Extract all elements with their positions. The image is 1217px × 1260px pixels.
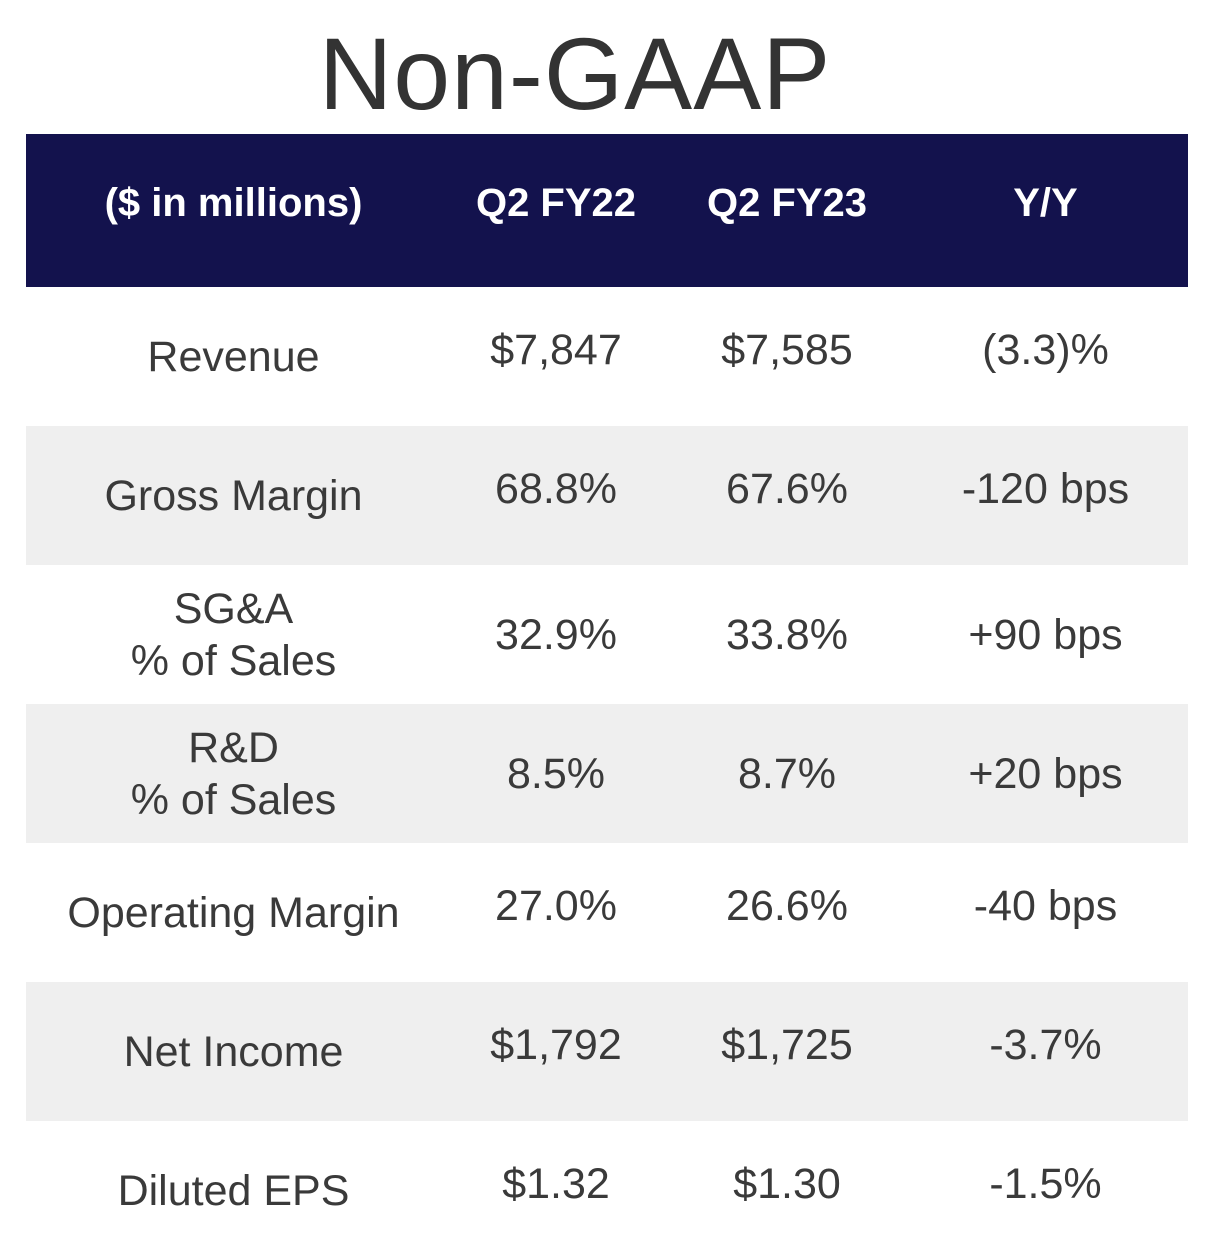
value-yy: -120 bps (961, 464, 1130, 513)
value-q2-fy22: 27.0% (495, 881, 617, 930)
row-label-text: R&D (188, 723, 279, 772)
row-label-text: SG&A (173, 584, 294, 633)
table-row: SG&A % of Sales 32.9% 33.8% +90 bps (26, 565, 1188, 704)
value-q2-fy23: $1.30 (733, 1159, 841, 1208)
page-title: Non-GAAP (318, 17, 832, 131)
value-q2-fy23: 26.6% (726, 881, 848, 930)
row-label-text: Revenue (147, 332, 320, 381)
table-row: Revenue $7,847 $7,585 (3.3)% (26, 287, 1188, 426)
value-q2-fy22: 68.8% (495, 464, 617, 513)
row-label-subtext: % of Sales (130, 775, 337, 824)
value-yy: +20 bps (968, 749, 1123, 798)
header-units: ($ in millions) (104, 181, 363, 225)
value-q2-fy22: $1,792 (490, 1020, 622, 1069)
row-label-text: Diluted EPS (117, 1166, 350, 1215)
value-yy: +90 bps (968, 610, 1123, 659)
value-q2-fy23: 8.7% (737, 749, 836, 798)
value-q2-fy23: $1,725 (721, 1020, 853, 1069)
value-yy: (3.3)% (982, 325, 1109, 374)
value-q2-fy23: 67.6% (726, 464, 848, 513)
value-yy: -3.7% (989, 1020, 1102, 1069)
table-header: ($ in millions) Q2 FY22 Q2 FY23 Y/Y (26, 134, 1188, 287)
value-yy: -40 bps (973, 881, 1118, 930)
value-yy: -1.5% (989, 1159, 1102, 1208)
table-row: Gross Margin 68.8% 67.6% -120 bps (26, 426, 1188, 565)
row-label-text: Net Income (123, 1027, 344, 1076)
row-label-text: Gross Margin (104, 471, 363, 520)
row-label: Operating Margin (26, 843, 441, 982)
table-row: Operating Margin 27.0% 26.6% -40 bps (26, 843, 1188, 982)
row-label: Gross Margin (26, 426, 441, 565)
row-label: SG&A % of Sales (26, 565, 441, 704)
row-label: R&D % of Sales (26, 704, 441, 843)
table-row: R&D % of Sales 8.5% 8.7% +20 bps (26, 704, 1188, 843)
header-yy: Y/Y (1013, 181, 1078, 225)
value-q2-fy22: $7,847 (490, 325, 622, 374)
non-gaap-table: ($ in millions) Q2 FY22 Q2 FY23 Y/Y Reve… (26, 134, 1188, 1260)
row-label: Revenue (26, 287, 441, 426)
row-label: Net Income (26, 982, 441, 1121)
header-q2-fy23: Q2 FY23 (706, 181, 868, 225)
value-q2-fy23: $7,585 (721, 325, 853, 374)
value-q2-fy23: 33.8% (726, 610, 848, 659)
value-q2-fy22: $1.32 (502, 1159, 610, 1208)
row-label-text: Operating Margin (67, 888, 400, 937)
table-row: Diluted EPS $1.32 $1.30 -1.5% (26, 1121, 1188, 1260)
value-q2-fy22: 8.5% (506, 749, 605, 798)
header-q2-fy22: Q2 FY22 (475, 181, 637, 225)
row-label-subtext: % of Sales (130, 636, 337, 685)
value-q2-fy22: 32.9% (495, 610, 617, 659)
table-row: Net Income $1,792 $1,725 -3.7% (26, 982, 1188, 1121)
row-label: Diluted EPS (26, 1121, 441, 1260)
